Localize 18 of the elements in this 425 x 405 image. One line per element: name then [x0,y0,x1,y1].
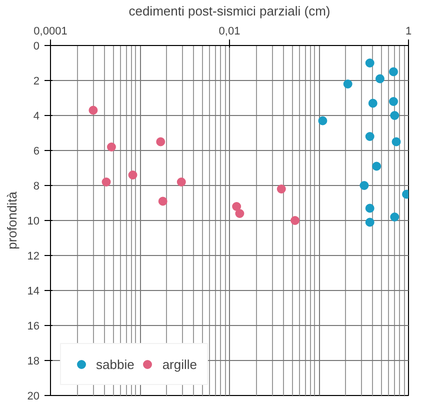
y-tick-label: 18 [27,356,40,368]
x-axis-title: cedimenti post-sismici parziali (cm) [128,4,330,18]
y-tick-label: 14 [27,286,40,298]
y-tick-label: 12 [27,250,40,262]
y-tick-label: 4 [33,110,40,122]
x-tick-label: 0,0001 [34,26,68,38]
y-axis-title: profondità [4,190,20,250]
y-tick-label: 20 [27,390,40,402]
y-tick-label: 0 [33,40,40,52]
y-tick-label: 2 [33,76,40,88]
legend-label: argille [162,356,197,372]
y-tick-label: 16 [27,320,40,332]
y-tick-label: 6 [33,146,40,158]
legend-label: sabbie [96,356,134,372]
x-tick-label: 1 [405,26,412,38]
y-tick-label: 8 [33,180,40,192]
x-tick-label: 0,01 [218,26,240,38]
y-tick-label: 10 [27,216,40,228]
